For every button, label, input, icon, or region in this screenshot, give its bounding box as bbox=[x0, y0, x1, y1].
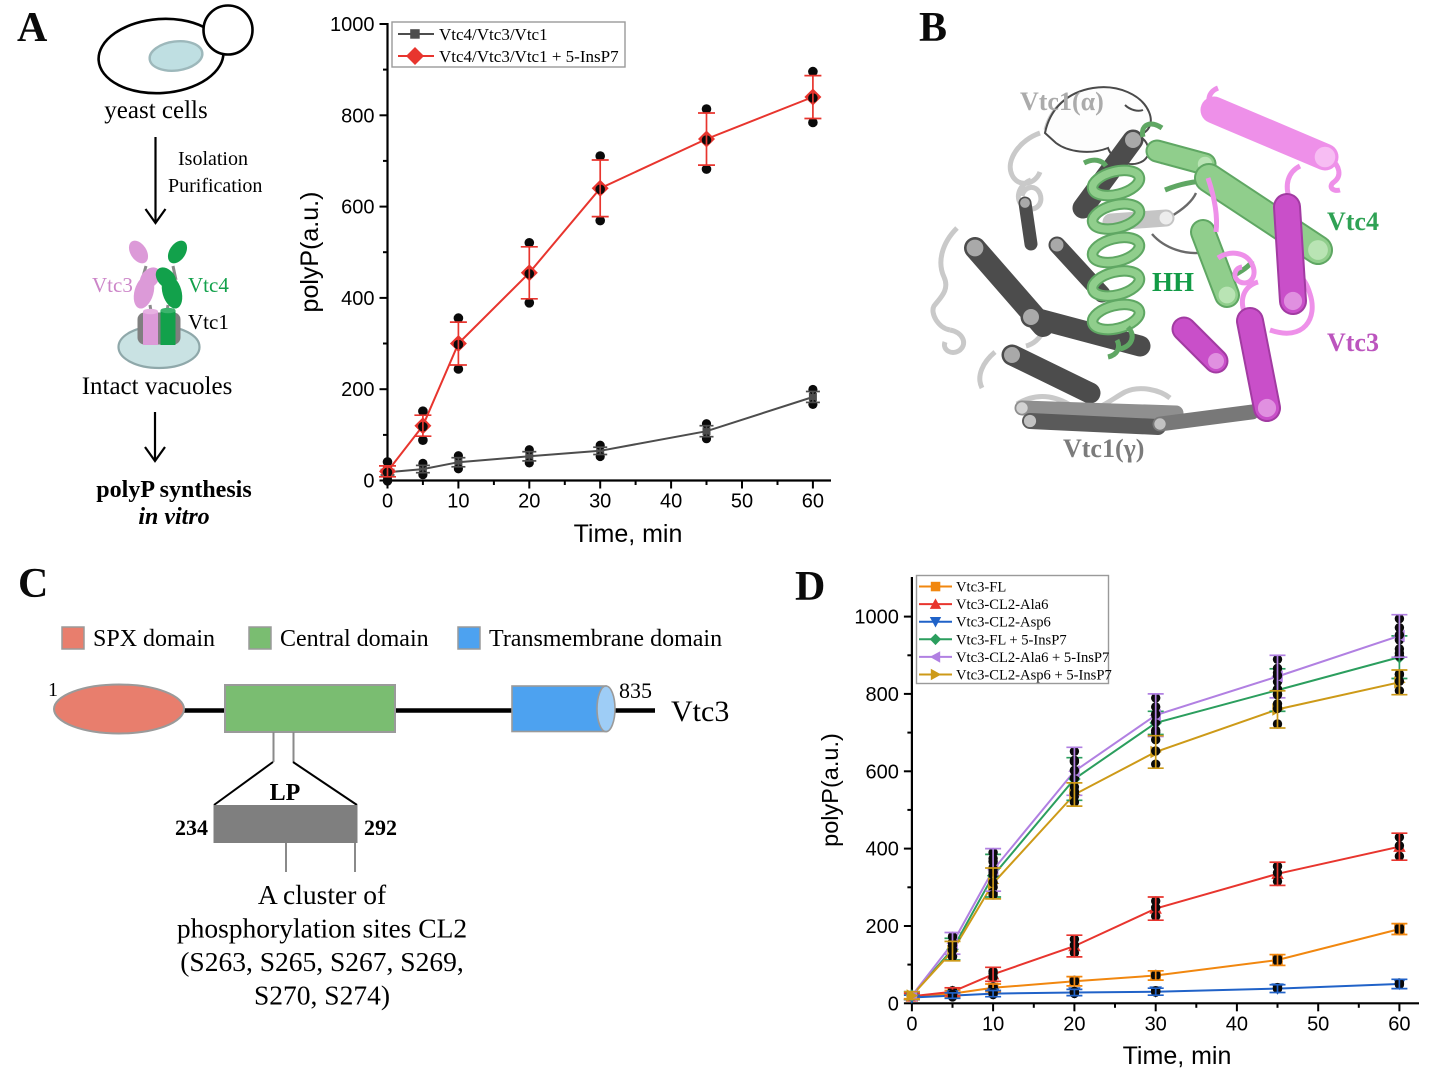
svg-text:Vtc3-CL2-Ala6: Vtc3-CL2-Ala6 bbox=[956, 597, 1048, 613]
svg-text:20: 20 bbox=[518, 491, 540, 513]
svg-text:Time, min: Time, min bbox=[574, 520, 683, 548]
svg-text:1: 1 bbox=[48, 679, 58, 701]
svg-text:835: 835 bbox=[619, 678, 652, 703]
svg-text:1000: 1000 bbox=[854, 607, 899, 629]
svg-text:Vtc3: Vtc3 bbox=[92, 273, 133, 297]
svg-text:Time, min: Time, min bbox=[1123, 1042, 1232, 1070]
svg-text:(S263, S265, S267, S269,: (S263, S265, S267, S269, bbox=[180, 946, 463, 977]
svg-text:C: C bbox=[18, 561, 48, 607]
svg-text:Vtc3-CL2-Ala6 + 5-InsP7: Vtc3-CL2-Ala6 + 5-InsP7 bbox=[956, 650, 1109, 666]
svg-text:30: 30 bbox=[1145, 1013, 1167, 1035]
svg-text:234: 234 bbox=[175, 815, 208, 840]
svg-text:50: 50 bbox=[1307, 1013, 1329, 1035]
svg-text:800: 800 bbox=[866, 684, 899, 706]
svg-text:A cluster of: A cluster of bbox=[258, 879, 387, 910]
svg-text:Vtc3-FL + 5-InsP7: Vtc3-FL + 5-InsP7 bbox=[956, 632, 1067, 648]
svg-text:Vtc4: Vtc4 bbox=[1327, 207, 1379, 236]
svg-text:50: 50 bbox=[731, 491, 753, 513]
svg-text:600: 600 bbox=[341, 197, 374, 219]
svg-text:HH: HH bbox=[1152, 267, 1194, 297]
svg-text:polyP(a.u.): polyP(a.u.) bbox=[296, 192, 324, 313]
svg-text:Vtc3-FL: Vtc3-FL bbox=[956, 580, 1006, 596]
svg-text:10: 10 bbox=[982, 1013, 1004, 1035]
svg-text:40: 40 bbox=[1226, 1013, 1248, 1035]
svg-text:B: B bbox=[919, 5, 947, 51]
svg-text:800: 800 bbox=[341, 105, 374, 127]
svg-text:60: 60 bbox=[802, 491, 824, 513]
svg-text:Purification: Purification bbox=[168, 175, 262, 197]
svg-text:0: 0 bbox=[363, 471, 374, 493]
svg-text:Isolation: Isolation bbox=[178, 148, 248, 170]
svg-text:S270, S274): S270, S274) bbox=[254, 980, 390, 1011]
svg-text:Vtc4: Vtc4 bbox=[188, 273, 229, 297]
svg-text:yeast cells: yeast cells bbox=[104, 97, 207, 124]
svg-text:Vtc3-CL2-Asp6: Vtc3-CL2-Asp6 bbox=[956, 615, 1051, 631]
svg-text:Vtc3: Vtc3 bbox=[671, 695, 729, 728]
svg-text:Central domain: Central domain bbox=[280, 626, 429, 652]
svg-text:10: 10 bbox=[447, 491, 469, 513]
svg-text:200: 200 bbox=[866, 916, 899, 938]
svg-text:polyP synthesis: polyP synthesis bbox=[96, 477, 251, 503]
svg-text:600: 600 bbox=[866, 761, 899, 783]
svg-text:40: 40 bbox=[660, 491, 682, 513]
svg-text:Vtc4/Vtc3/Vtc1 + 5-InsP7: Vtc4/Vtc3/Vtc1 + 5-InsP7 bbox=[439, 47, 619, 66]
svg-text:Vtc3-CL2-Asp6 + 5-InsP7: Vtc3-CL2-Asp6 + 5-InsP7 bbox=[956, 668, 1112, 684]
svg-text:Transmembrane domain: Transmembrane domain bbox=[489, 626, 722, 652]
svg-text:400: 400 bbox=[866, 839, 899, 861]
svg-text:400: 400 bbox=[341, 288, 374, 310]
svg-text:Vtc1(γ): Vtc1(γ) bbox=[1063, 434, 1144, 463]
svg-text:LP: LP bbox=[270, 780, 301, 806]
svg-text:SPX domain: SPX domain bbox=[93, 626, 215, 652]
svg-text:Vtc3: Vtc3 bbox=[1327, 328, 1379, 357]
svg-text:phosphorylation sites CL2: phosphorylation sites CL2 bbox=[177, 913, 467, 944]
svg-text:Vtc1: Vtc1 bbox=[188, 310, 229, 334]
svg-text:0: 0 bbox=[888, 993, 899, 1015]
svg-text:60: 60 bbox=[1388, 1013, 1410, 1035]
svg-text:0: 0 bbox=[906, 1013, 917, 1035]
svg-text:polyP(a.u.): polyP(a.u.) bbox=[817, 733, 843, 847]
svg-text:1000: 1000 bbox=[330, 14, 375, 36]
svg-text:0: 0 bbox=[382, 491, 393, 513]
svg-text:20: 20 bbox=[1063, 1013, 1085, 1035]
svg-text:A: A bbox=[17, 5, 48, 51]
svg-text:292: 292 bbox=[364, 815, 397, 840]
svg-text:30: 30 bbox=[589, 491, 611, 513]
svg-text:Vtc1(α): Vtc1(α) bbox=[1020, 87, 1104, 116]
svg-text:200: 200 bbox=[341, 379, 374, 401]
svg-text:Intact vacuoles: Intact vacuoles bbox=[82, 373, 233, 400]
svg-text:in vitro: in vitro bbox=[138, 504, 209, 530]
svg-text:Vtc4/Vtc3/Vtc1: Vtc4/Vtc3/Vtc1 bbox=[439, 25, 548, 44]
svg-text:D: D bbox=[795, 564, 825, 610]
